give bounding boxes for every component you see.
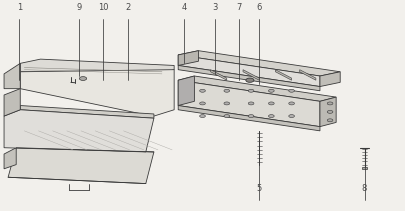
Circle shape — [327, 110, 333, 113]
Circle shape — [327, 119, 333, 122]
Circle shape — [248, 89, 254, 92]
Circle shape — [269, 115, 274, 118]
Polygon shape — [211, 70, 227, 80]
Polygon shape — [178, 76, 194, 106]
Polygon shape — [178, 65, 320, 91]
Polygon shape — [20, 59, 174, 76]
Text: 8: 8 — [362, 184, 367, 193]
Text: 3: 3 — [212, 3, 217, 12]
Circle shape — [327, 102, 333, 105]
Circle shape — [200, 115, 205, 118]
Polygon shape — [4, 110, 154, 152]
Polygon shape — [275, 70, 292, 80]
Circle shape — [200, 89, 205, 92]
Text: 6: 6 — [256, 3, 262, 12]
Text: 4: 4 — [182, 3, 187, 12]
Circle shape — [289, 115, 294, 118]
Polygon shape — [178, 80, 320, 127]
Text: 1: 1 — [17, 3, 22, 12]
Polygon shape — [4, 63, 20, 89]
Polygon shape — [20, 70, 174, 116]
Circle shape — [224, 115, 230, 118]
Circle shape — [224, 102, 230, 105]
Polygon shape — [362, 167, 367, 169]
Circle shape — [200, 102, 205, 105]
Circle shape — [269, 102, 274, 105]
Polygon shape — [20, 106, 154, 118]
Polygon shape — [4, 89, 20, 116]
Polygon shape — [300, 70, 316, 80]
Circle shape — [289, 89, 294, 92]
Polygon shape — [243, 70, 259, 80]
Text: 9: 9 — [77, 3, 81, 12]
Text: 7: 7 — [236, 3, 242, 12]
Polygon shape — [320, 97, 336, 127]
Polygon shape — [4, 148, 16, 169]
Polygon shape — [178, 55, 320, 87]
Polygon shape — [178, 51, 340, 76]
Circle shape — [248, 102, 254, 105]
Polygon shape — [178, 51, 198, 65]
Circle shape — [289, 102, 294, 105]
Circle shape — [79, 77, 87, 80]
Text: 2: 2 — [125, 3, 130, 12]
Circle shape — [269, 89, 274, 92]
Polygon shape — [320, 72, 340, 87]
Circle shape — [224, 89, 230, 92]
Text: 10: 10 — [98, 3, 109, 12]
Text: 5: 5 — [257, 184, 262, 193]
Polygon shape — [178, 76, 336, 101]
Circle shape — [246, 78, 254, 82]
Polygon shape — [8, 148, 154, 184]
Polygon shape — [178, 106, 320, 131]
Circle shape — [248, 115, 254, 118]
